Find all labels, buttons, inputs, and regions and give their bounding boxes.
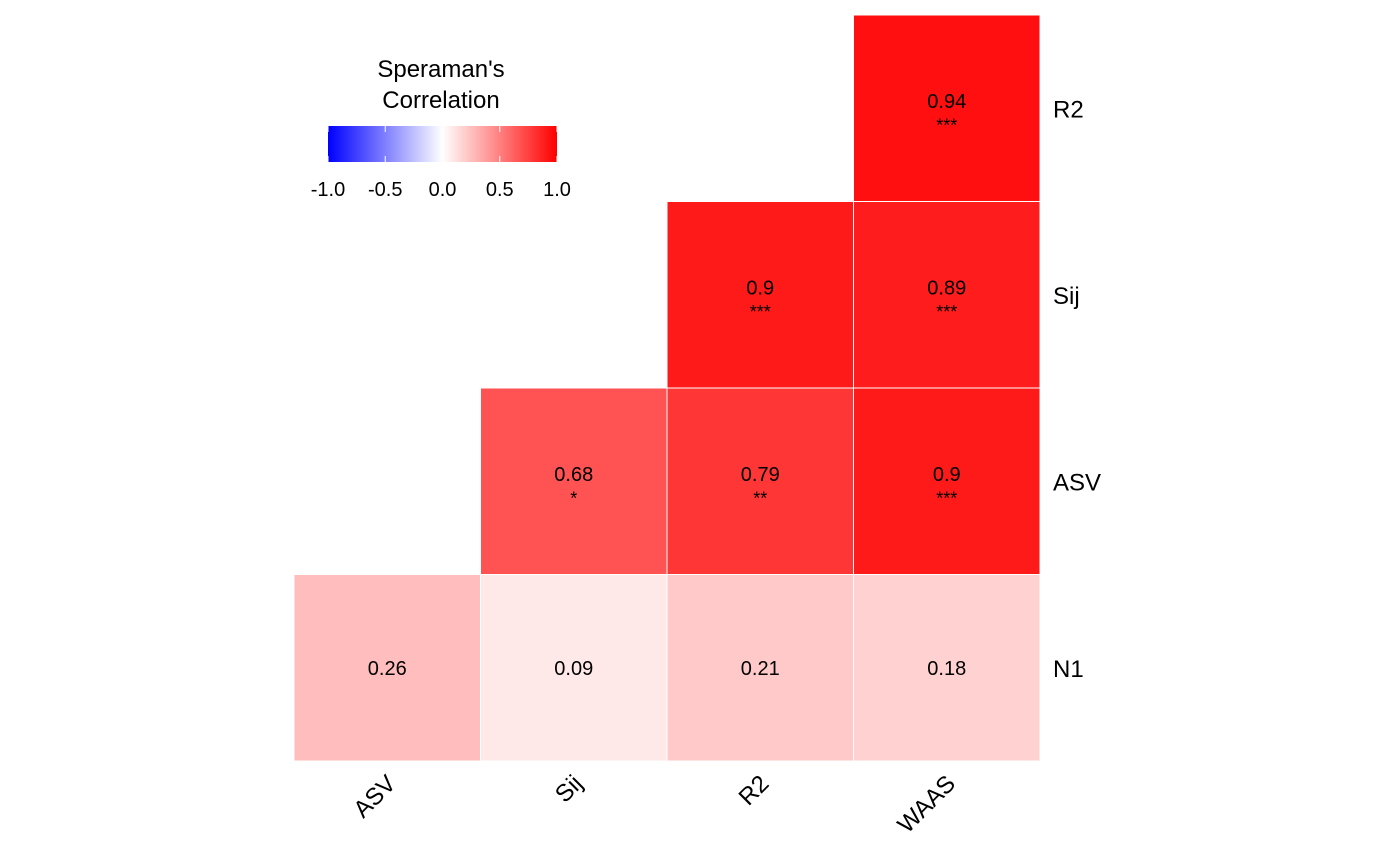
cell-value-label: 0.21 — [741, 658, 780, 680]
y-axis-tick-label: ASV — [1053, 469, 1101, 496]
cell-value-label: 0.9 — [933, 464, 961, 486]
x-axis-tick-label: R2 — [734, 770, 775, 811]
cell-value-label: 0.26 — [368, 658, 407, 680]
cell-significance-label: *** — [936, 115, 957, 135]
legend: Speraman's Correlation -1.0 -0.5 0.0 0.5 1.0 — [311, 56, 571, 201]
y-axis-labels: R2 Sij ASV N1 — [1053, 96, 1101, 683]
heatmap-cell — [853, 387, 1041, 575]
legend-tick-label: -0.5 — [368, 179, 402, 201]
legend-tick-label: 0.5 — [486, 179, 514, 201]
cell-significance-label: *** — [750, 302, 771, 322]
legend-tick-label: 1.0 — [543, 179, 571, 201]
cell-value-label: 0.89 — [927, 277, 966, 299]
legend-tick-label: 0.0 — [429, 179, 457, 201]
heatmap-cell — [480, 574, 668, 762]
cell-value-label: 0.09 — [554, 658, 593, 680]
y-axis-tick-label: Sij — [1053, 283, 1080, 310]
legend-title-line-2: Correlation — [382, 87, 499, 114]
heatmap-cell — [293, 574, 481, 762]
heatmap-cells: 0.94***0.9***0.89***0.68*0.79**0.9***0.2… — [293, 14, 1041, 762]
x-axis-labels: ASV Sij R2 WAAS — [348, 770, 961, 838]
legend-tick-label: -1.0 — [311, 179, 345, 201]
x-axis-tick-label: WAAS — [893, 770, 961, 838]
heatmap-cell — [853, 201, 1041, 389]
cell-value-label: 0.68 — [554, 464, 593, 486]
heatmap-cell — [853, 14, 1041, 202]
heatmap-cell — [853, 574, 1041, 762]
cell-value-label: 0.9 — [746, 277, 774, 299]
cell-significance-label: *** — [936, 302, 957, 322]
cell-value-label: 0.18 — [927, 658, 966, 680]
legend-title-line-1: Speraman's — [377, 56, 504, 83]
cell-value-label: 0.79 — [741, 464, 780, 486]
cell-significance-label: ** — [753, 488, 767, 508]
y-axis-tick-label: R2 — [1053, 96, 1084, 123]
cell-significance-label: *** — [936, 488, 957, 508]
x-axis-tick-label: ASV — [348, 770, 401, 823]
y-axis-tick-label: N1 — [1053, 656, 1084, 683]
heatmap-cell — [480, 387, 668, 575]
cell-significance-label: * — [570, 488, 577, 508]
heatmap-cell — [666, 387, 854, 575]
x-axis-tick-label: Sij — [550, 770, 588, 808]
cell-value-label: 0.94 — [927, 91, 966, 113]
